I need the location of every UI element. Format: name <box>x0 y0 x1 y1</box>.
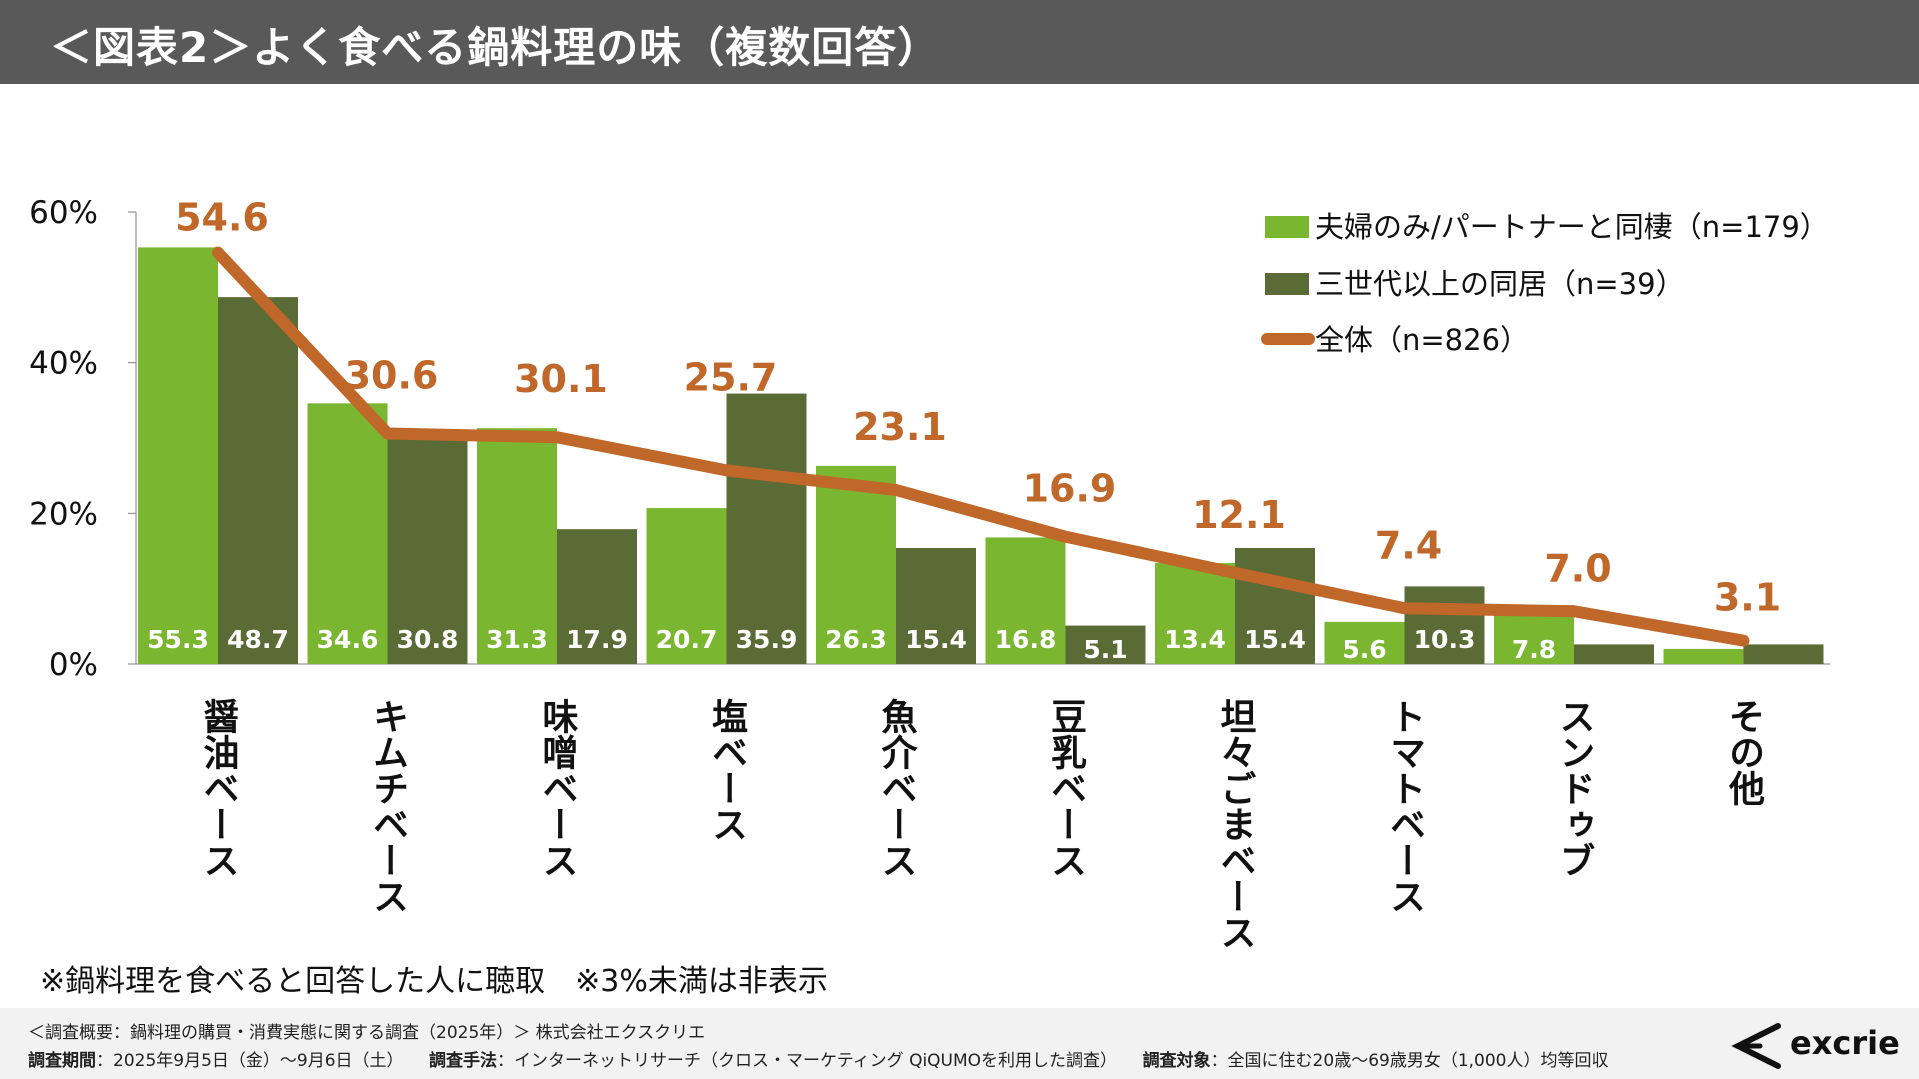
footer <box>0 1008 1919 1079</box>
line-data-label: 54.6 <box>175 196 269 240</box>
bar <box>1155 563 1235 664</box>
legend-swatch <box>1265 216 1309 238</box>
legend-label: 夫婦のみ/パートナーと同棲（n=179） <box>1315 210 1829 244</box>
bar <box>138 247 218 664</box>
bar-data-label: 13.4 <box>1164 625 1226 654</box>
line-data-label: 25.7 <box>684 355 778 399</box>
period-value: ：2025年9月5日（金）～9月6日（土） <box>96 1051 396 1071</box>
chart-note: ※鍋料理を食べると回答した人に聴取 ※3%未満は非表示 <box>40 964 828 999</box>
category-label: 魚介ベース <box>876 698 918 878</box>
bar-data-label: 5.1 <box>1083 635 1127 664</box>
bar <box>1235 547 1315 664</box>
line-data-label: 3.1 <box>1714 576 1781 620</box>
bar <box>218 297 298 664</box>
category-label: その他 <box>1723 698 1766 806</box>
bar <box>1065 625 1146 664</box>
bar <box>896 547 976 664</box>
bar-data-label: 30.8 <box>397 625 459 654</box>
line-data-label: 23.1 <box>853 405 947 449</box>
category-label: キムチベース <box>367 698 408 914</box>
bar <box>1663 648 1744 664</box>
target-value: ：全国に住む20歳～69歳男女（1,000人）均等回収 <box>1210 1051 1609 1071</box>
bar-data-label: 35.9 <box>736 625 798 654</box>
bar-data-label: 55.3 <box>147 625 209 654</box>
bar-data-label: 20.7 <box>656 625 718 654</box>
bar <box>1404 586 1485 664</box>
bar-data-label: 48.7 <box>227 625 289 654</box>
category-label: スンドゥブ <box>1554 698 1595 878</box>
bar <box>1574 644 1654 664</box>
bar <box>816 465 896 664</box>
logo-text: excrie <box>1790 1024 1900 1062</box>
y-tick-label: 40% <box>29 346 98 382</box>
line-data-label: 7.4 <box>1375 523 1442 567</box>
page-title: ＜図表2＞よく食べる鍋料理の味（複数回答） <box>50 23 941 72</box>
header-bar: ＜図表2＞よく食べる鍋料理の味（複数回答） <box>0 0 1919 84</box>
category-label: 豆乳ベース <box>1045 698 1086 878</box>
legend-label: 三世代以上の同居（n=39） <box>1315 267 1685 301</box>
bar <box>1324 621 1405 664</box>
bar <box>387 431 468 664</box>
bar-data-label: 17.9 <box>566 625 628 654</box>
y-tick-label: 0% <box>49 647 98 683</box>
bar <box>646 508 727 664</box>
line-data-label: 7.0 <box>1544 546 1611 590</box>
y-tick-label: 60% <box>29 195 98 231</box>
y-tick-label: 20% <box>29 496 98 532</box>
bar-data-label: 7.8 <box>1512 635 1556 664</box>
chart: 0% 20% 40% 60% 55.3 48.7 醤油ベース 34.6 30.8 キムチベース 31… <box>29 195 1830 950</box>
method-value: ：インターネットリサーチ（クロス・マーケティング QiQUMOを利用した調査） <box>497 1051 1109 1071</box>
bar <box>307 403 388 664</box>
bar-data-label: 31.3 <box>486 625 548 654</box>
line-data-label: 30.1 <box>514 357 608 401</box>
period-label: 調査期間 <box>28 1051 96 1071</box>
category-label: トマトベース <box>1384 698 1425 914</box>
logo-mark-icon <box>1731 1023 1781 1069</box>
target-label: 調査対象 <box>1142 1051 1211 1071</box>
category-label: 坦々ごまベース <box>1215 698 1257 950</box>
bar <box>726 393 807 664</box>
line-data-label: 30.6 <box>345 353 439 397</box>
line-data-label: 12.1 <box>1192 493 1286 537</box>
category-label: 醤油ベース <box>198 698 240 878</box>
bar <box>557 529 637 664</box>
category-label: 塩ベース <box>706 698 748 842</box>
legend-swatch <box>1265 273 1309 295</box>
bar-data-label: 34.6 <box>317 625 379 654</box>
bar <box>1743 644 1824 664</box>
bar-data-label: 15.4 <box>905 625 967 654</box>
category-label: 味噌ベース <box>537 698 578 878</box>
survey-overview: ＜調査概要：鍋料理の購買・消費実態に関する調査（2025年）＞ 株式会社エクスク… <box>28 1023 706 1043</box>
bar-data-label: 10.3 <box>1414 625 1476 654</box>
bar-data-label: 26.3 <box>825 625 887 654</box>
excrie-logo: excrie <box>1730 1020 1900 1070</box>
line-data-label: 16.9 <box>1023 467 1117 511</box>
bar-data-label: 16.8 <box>995 625 1057 654</box>
bar-data-label: 15.4 <box>1244 625 1306 654</box>
bar <box>477 428 557 664</box>
line-series-total <box>212 246 1750 647</box>
survey-details: 調査期間：2025年9月5日（金）～9月6日（土） 調査手法：インターネットリサ… <box>28 1046 1609 1071</box>
bar <box>985 537 1066 664</box>
bar-data-label: 5.6 <box>1342 635 1386 664</box>
method-label: 調査手法 <box>429 1051 498 1071</box>
legend-label: 全体（n=826） <box>1315 323 1529 357</box>
